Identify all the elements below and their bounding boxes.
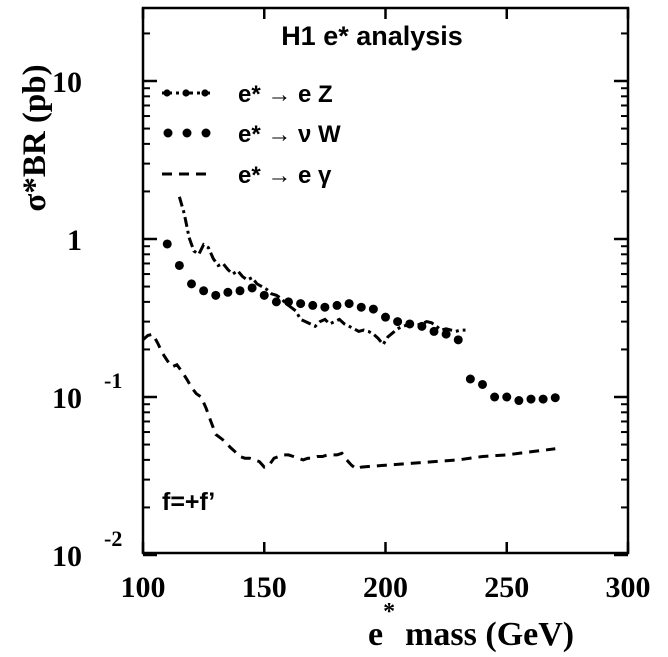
data-point [223, 287, 233, 297]
y-axis-label: σ*BR (pb) [17, 64, 53, 211]
data-point [356, 302, 366, 312]
data-point [465, 374, 475, 384]
data-point [514, 396, 524, 406]
legend-marker-nuw-3 [201, 128, 211, 138]
data-point [368, 304, 378, 314]
data-point [393, 317, 403, 327]
series-1 [162, 239, 560, 406]
legend-item-egamma: e* → e γ [162, 162, 332, 189]
series-group [141, 196, 560, 471]
data-point [405, 319, 415, 329]
data-point [162, 239, 172, 249]
data-point [187, 279, 196, 289]
legend-label-egamma: e* → e γ [238, 162, 332, 189]
data-point [429, 326, 439, 336]
data-point [235, 286, 245, 296]
x-tick-label: 100 [121, 571, 166, 604]
series-line [141, 332, 556, 471]
x-axis-label-sup: * [383, 599, 395, 625]
data-point [526, 394, 536, 404]
data-point [490, 392, 500, 402]
data-point [320, 302, 330, 312]
legend-marker-ez-2 [182, 89, 190, 97]
data-point [247, 283, 257, 293]
legend-item-nuw: e* → ν W [163, 121, 341, 148]
data-point [538, 394, 548, 404]
y-axis-label-text: σ*BR (pb) [17, 64, 53, 211]
data-point [271, 297, 281, 307]
data-point [199, 286, 209, 296]
data-point [502, 392, 512, 402]
plot-frame [141, 6, 630, 555]
data-point [453, 335, 463, 345]
data-point [417, 321, 427, 331]
series-2 [141, 332, 556, 471]
data-point [381, 312, 390, 322]
legend-marker-nuw-2 [182, 128, 192, 138]
y-tick-label: 10 [52, 540, 82, 573]
y-tick-label-exp: -2 [104, 526, 122, 551]
data-point [478, 379, 487, 389]
legend-item-ez: e* → e Z [162, 81, 333, 108]
x-axis-label-rest: mass (GeV) [405, 616, 574, 653]
legend-marker-nuw-1 [163, 128, 173, 138]
y-tick-label: 10 [52, 66, 82, 99]
x-tick-label: 300 [606, 571, 651, 604]
legend-marker-ez-1 [163, 89, 171, 97]
y-tick-label: 10 [52, 382, 82, 415]
data-point [174, 260, 184, 270]
data-point [550, 393, 560, 403]
legend-label-nuw: e* → ν W [238, 121, 341, 148]
data-point [344, 299, 354, 309]
data-point [441, 329, 451, 339]
legend-label-ez: e* → e Z [238, 81, 333, 108]
x-tick-label: 150 [242, 571, 287, 604]
y-tick-label-exp: -1 [104, 368, 122, 393]
data-point [284, 297, 293, 307]
data-point [259, 290, 269, 300]
data-point [296, 299, 306, 309]
y-tick-label: 1 [67, 224, 82, 257]
data-point [308, 300, 318, 310]
x-tick-label: 250 [484, 571, 529, 604]
chart-title: H1 e* analysis [281, 21, 463, 51]
legend-marker-ez-3 [201, 89, 209, 97]
axis-ticks: 100 150 200 250 300 10 -2 10 -1 1 10 [52, 8, 651, 604]
x-axis-label: e* mass (GeV) [368, 599, 574, 653]
x-axis-label-base: e [368, 616, 383, 653]
annotation: f=+f’ [162, 488, 215, 516]
x-tick-label: 200 [363, 571, 408, 604]
data-point [211, 290, 221, 300]
data-point [332, 300, 342, 310]
legend: e* → e Z e* → ν W e* → e γ [162, 81, 341, 189]
